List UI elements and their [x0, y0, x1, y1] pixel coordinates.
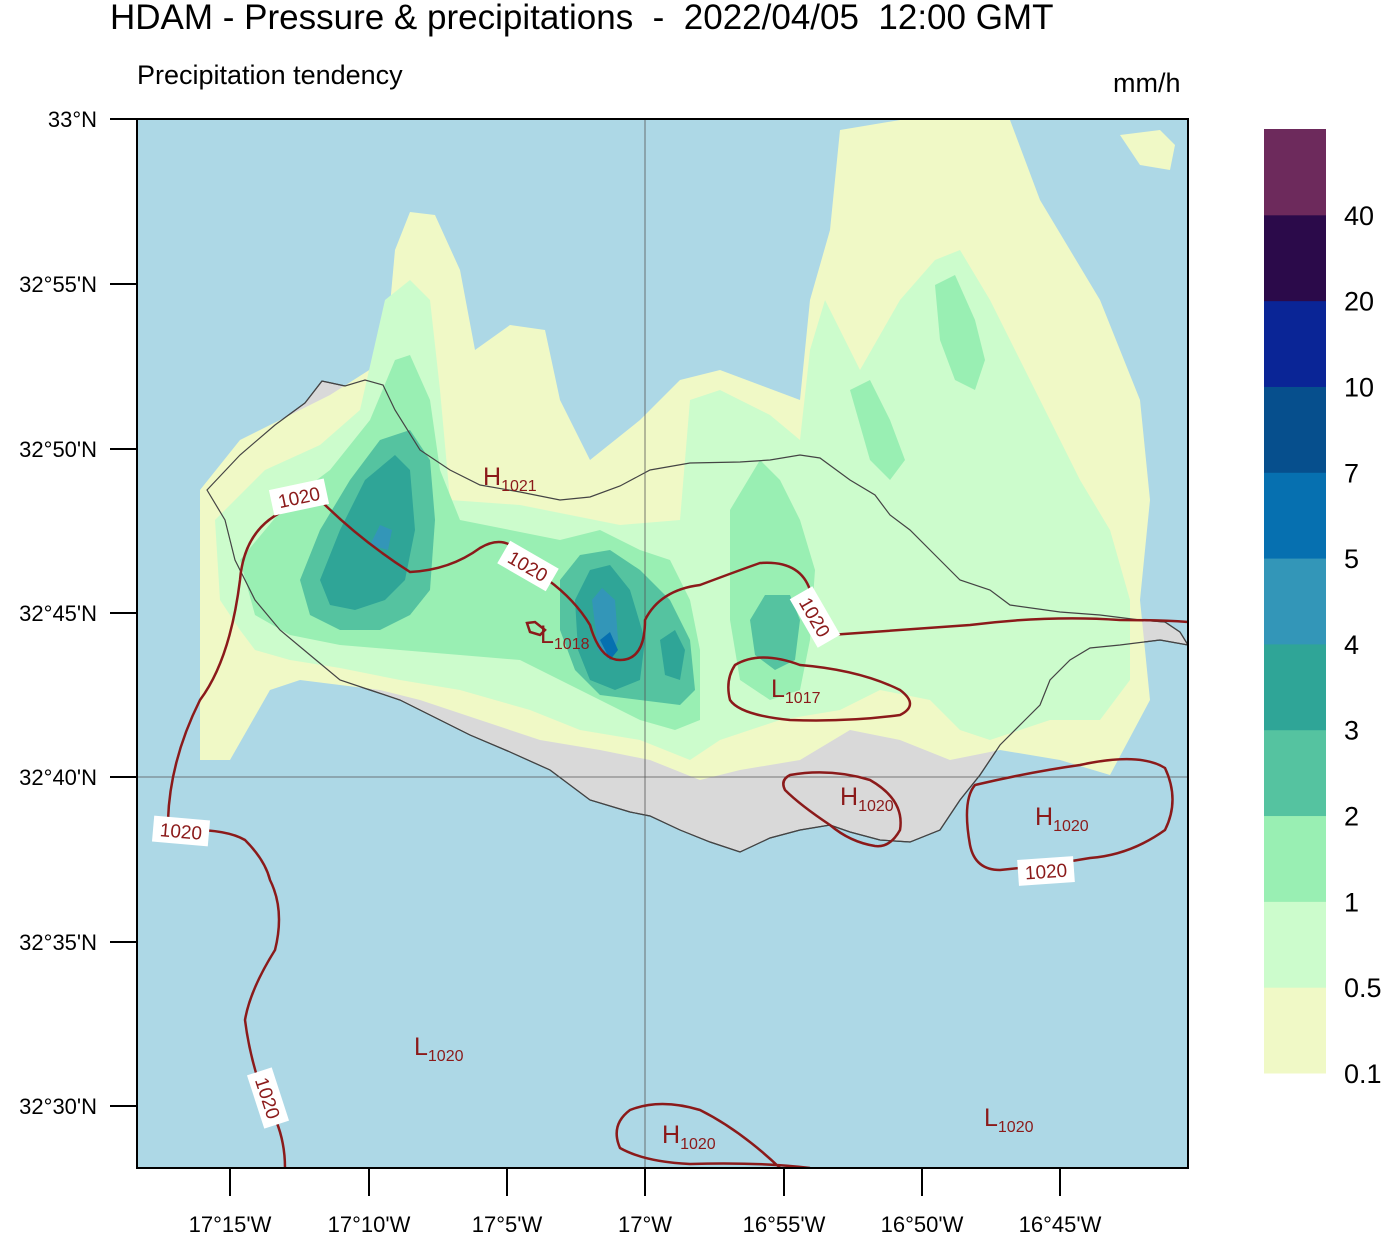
pressure-center: H1020	[662, 1121, 716, 1153]
colorbar-swatch	[1264, 729, 1326, 817]
lat-label: 32°40'N	[19, 765, 97, 790]
lon-label: 17°W	[618, 1212, 672, 1234]
colorbar-swatch	[1264, 901, 1326, 988]
pressure-center: L1017	[771, 675, 821, 707]
madeira-coastline	[206, 379, 1188, 853]
lon-label: 17°5'W	[472, 1212, 543, 1234]
lon-labels: 17°15'W 17°10'W 17°5'W 17°W 16°55'W 16°5…	[189, 1212, 1102, 1234]
map-subtitle: Precipitation tendency	[137, 60, 403, 90]
lon-axis	[229, 1168, 1061, 1196]
pressure-center: H1020	[840, 783, 894, 815]
lat-label: 32°30'N	[19, 1094, 97, 1119]
colorbar-label: 2	[1344, 802, 1359, 832]
svg-text:1020: 1020	[159, 820, 203, 845]
colorbar-swatch	[1264, 300, 1326, 387]
lon-label: 16°50'W	[881, 1212, 964, 1234]
precip-level-5	[600, 632, 618, 660]
pressure-center: L1018	[540, 621, 590, 653]
colorbar-swatch	[1264, 643, 1326, 731]
lat-label: 32°35'N	[19, 930, 97, 955]
colorbar-labels: 0.1 0.5 1 2 3 4 5 7 10 20 40	[1344, 201, 1382, 1089]
colorbar-swatch	[1264, 386, 1326, 473]
pressure-center: H1020	[1035, 803, 1089, 835]
pressure-center: H1021	[483, 463, 537, 495]
colorbar-label: 1	[1344, 887, 1359, 917]
pressure-center: L1020	[414, 1033, 464, 1065]
lon-label: 17°10'W	[328, 1212, 411, 1234]
colorbar-label: 0.1	[1344, 1059, 1382, 1089]
lon-label: 16°55'W	[743, 1212, 826, 1234]
colorbar-label: 10	[1344, 372, 1374, 402]
pressure-center: L1020	[984, 1104, 1034, 1136]
colorbar-label: 7	[1344, 458, 1359, 488]
isobar-label: 1020	[151, 815, 211, 847]
lat-label: 33°N	[48, 107, 97, 132]
isobars	[166, 499, 1188, 1168]
lat-label: 32°45'N	[19, 601, 97, 626]
colorbar-swatch	[1264, 815, 1326, 902]
lon-label: 17°15'W	[189, 1212, 272, 1234]
lat-axis	[110, 118, 137, 1107]
svg-text:1020: 1020	[1024, 861, 1068, 885]
colorbar	[1264, 129, 1326, 1074]
colorbar-label: 3	[1344, 716, 1359, 746]
lon-label: 16°45'W	[1019, 1212, 1102, 1234]
lat-label: 32°55'N	[19, 272, 97, 297]
colorbar-swatch	[1264, 129, 1326, 216]
colorbar-label: 0.5	[1344, 973, 1382, 1003]
isobar-label: 1020	[1017, 856, 1075, 886]
lat-label: 32°50'N	[19, 437, 97, 462]
map-frame	[136, 118, 1189, 1169]
units-label: mm/h	[1113, 68, 1181, 98]
colorbar-swatch	[1264, 558, 1326, 645]
colorbar-label: 5	[1344, 544, 1359, 574]
colorbar-label: 40	[1344, 201, 1374, 231]
colorbar-swatch	[1264, 214, 1326, 302]
colorbar-swatch	[1264, 472, 1326, 559]
precip-gap	[900, 360, 905, 380]
colorbar-label: 4	[1344, 630, 1359, 660]
colorbar-label: 20	[1344, 287, 1374, 317]
pressure-centers: H1021 L1018 L1017 H1020 H1020 L1020 H102…	[414, 463, 1089, 1153]
lat-labels: 33°N 32°55'N 32°50'N 32°45'N 32°40'N 32°…	[19, 107, 97, 1119]
map-title: HDAM - Pressure & precipitations - 2022/…	[110, 0, 1054, 37]
colorbar-swatch	[1264, 987, 1326, 1074]
